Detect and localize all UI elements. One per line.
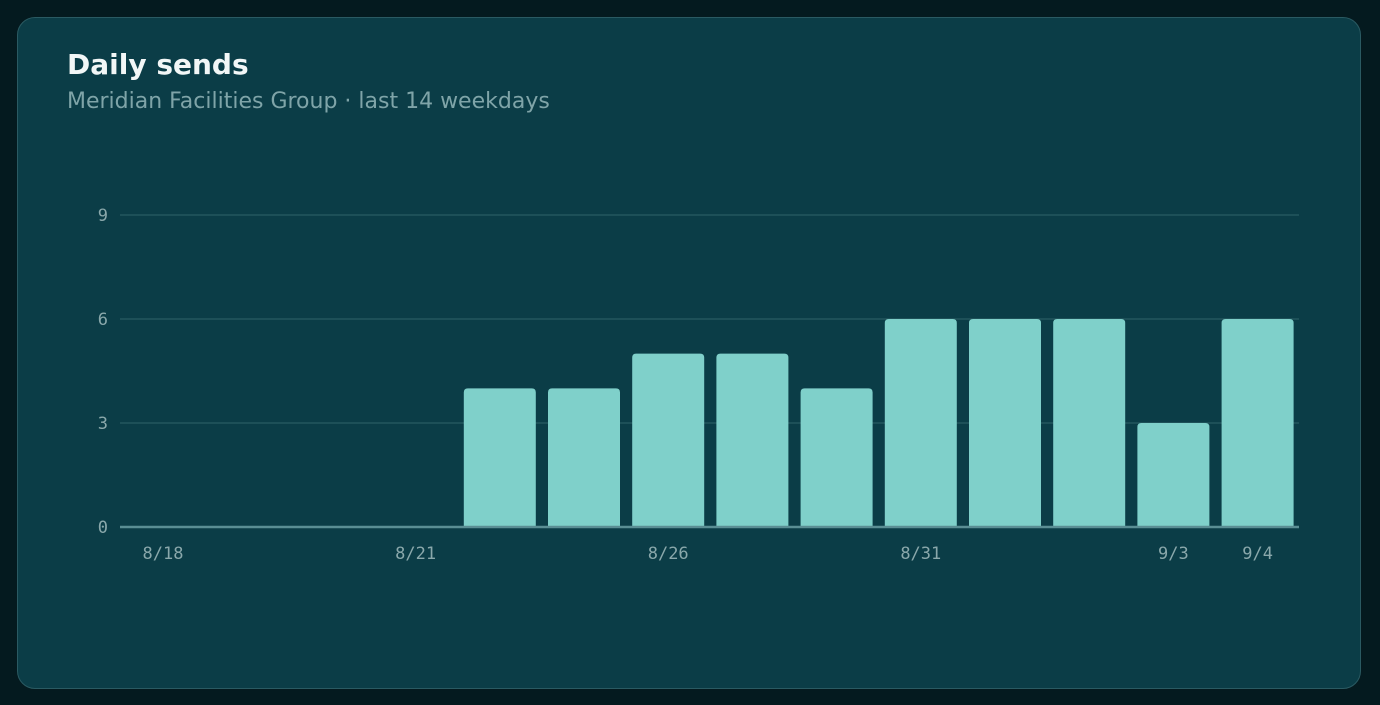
x-tick-label: 8/26: [648, 544, 689, 564]
x-tick-label: 9/4: [1242, 544, 1273, 564]
chart-card: Daily sends Meridian Facilities Group · …: [17, 17, 1361, 689]
y-tick-label: 3: [98, 414, 108, 434]
bar: [716, 353, 789, 527]
bar: [1221, 319, 1294, 527]
axes: 0 3 6 9 8/18 8/21 8/26 8/31 9/3 9/4: [98, 206, 1299, 564]
bar: [969, 319, 1041, 527]
bar: [463, 388, 536, 527]
x-tick-label: 9/3: [1158, 544, 1189, 564]
bar: [548, 388, 620, 527]
chart-title: Daily sends: [67, 48, 249, 81]
chart-subtitle: Meridian Facilities Group · last 14 week…: [67, 89, 550, 114]
x-tick-label: 8/21: [395, 544, 436, 564]
bar: [1137, 423, 1210, 527]
bar: [800, 388, 873, 527]
bar: [632, 353, 705, 527]
x-tick-label: 8/18: [143, 544, 184, 564]
y-tick-label: 6: [98, 310, 108, 330]
bar: [1053, 319, 1126, 527]
x-tick-label: 8/31: [900, 544, 941, 564]
y-tick-label: 0: [98, 518, 108, 538]
bars: [463, 319, 1294, 527]
bar: [884, 319, 957, 527]
y-tick-label: 9: [98, 206, 108, 226]
